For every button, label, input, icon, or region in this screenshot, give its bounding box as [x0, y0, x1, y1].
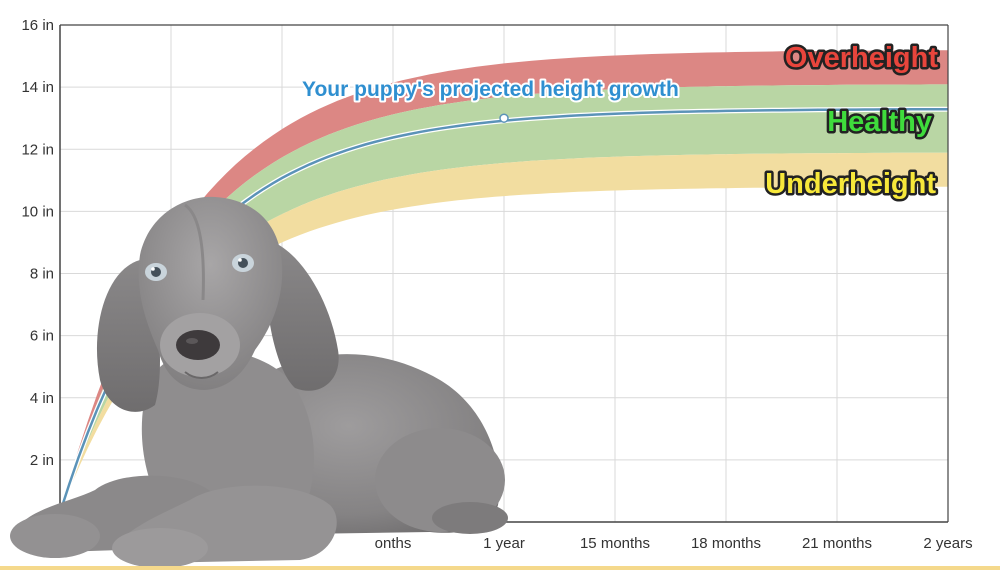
x-tick-label: 15 months — [580, 535, 650, 552]
x-tick-label: 18 months — [691, 535, 761, 552]
band-label-healthy: Healthy — [827, 106, 932, 138]
y-tick-label: 14 in — [21, 79, 54, 96]
tick-labels: 2 in 4 in 6 in 8 in 10 in 12 in 14 in 16 in onth… — [21, 17, 972, 552]
y-tick-label: 16 in — [21, 17, 54, 34]
x-tick-label: 1 year — [483, 535, 525, 552]
y-tick-label: 12 in — [21, 141, 54, 158]
bands — [60, 50, 948, 513]
band-label-overheight: Overheight — [785, 42, 938, 74]
weimaraner-puppy-photo — [10, 196, 508, 568]
y-tick-label: 2 in — [30, 452, 54, 469]
growth-series-label: Your puppy's projected height growth — [302, 78, 679, 101]
y-tick-label: 10 in — [21, 203, 54, 220]
band-healthy — [60, 84, 948, 513]
bottom-strip — [0, 566, 1000, 570]
x-tick-label: onths — [375, 535, 412, 552]
y-tick-label: 6 in — [30, 328, 54, 345]
x-tick-label: 21 months — [802, 535, 872, 552]
band-label-underheight: Underheight — [765, 168, 936, 200]
y-tick-label: 4 in — [30, 390, 54, 407]
y-tick-label: 8 in — [30, 266, 54, 283]
growth-marker-point — [499, 113, 509, 123]
x-tick-label: 2 years — [923, 535, 972, 552]
